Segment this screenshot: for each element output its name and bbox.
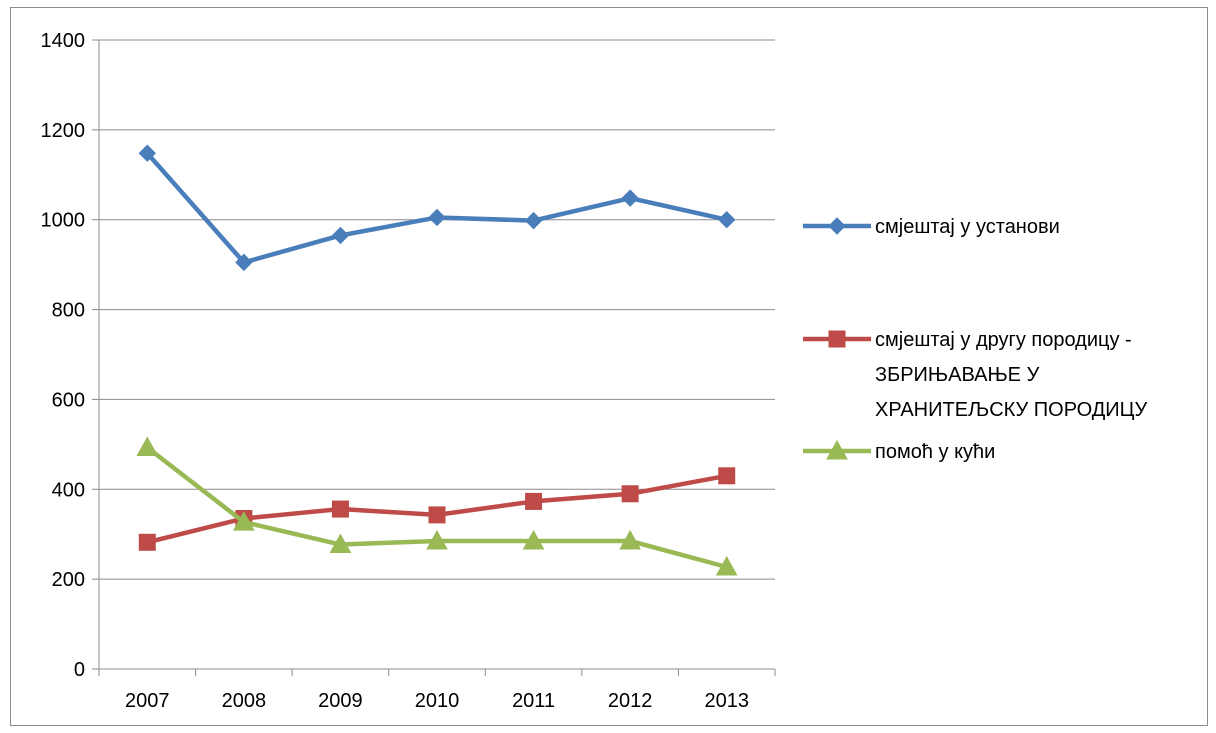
x-tick-label: 2012: [608, 690, 653, 712]
data-point: [718, 467, 736, 485]
data-point: [428, 506, 446, 524]
series-1: [138, 144, 736, 272]
legend: смјештај у установи смјештај у другу поро…: [803, 216, 1147, 463]
data-point: [331, 500, 349, 518]
legend-label: смјештај у другу породицу -: [875, 329, 1132, 351]
data-point: [138, 533, 156, 551]
x-tick-label: 2009: [318, 690, 363, 712]
x-tick-label: 2010: [415, 690, 460, 712]
legend-label: помоћ у кући: [875, 441, 995, 463]
data-point: [331, 226, 350, 245]
y-tick-label: 1400: [41, 30, 86, 52]
data-point: [428, 208, 446, 227]
data-point: [138, 144, 156, 162]
legend-marker: [826, 439, 848, 460]
x-tick-label: 2007: [125, 690, 170, 712]
data-point: [525, 492, 543, 510]
y-tick-label: 1000: [41, 210, 86, 232]
data-point: [233, 511, 255, 531]
legend-label: смјештај у установи: [875, 216, 1060, 238]
data-point: [619, 529, 641, 550]
data-point: [621, 485, 639, 503]
data-point: [524, 211, 543, 230]
axes: 0 200 400 600 800 1000 1200 1400 2007 2008 2009 201…: [41, 30, 776, 712]
legend-marker: [828, 330, 846, 348]
chart-frame: 0 200 400 600 800 1000 1200 1400 2007 2008 2009 201…: [10, 7, 1208, 726]
gridlines: [99, 39, 775, 580]
y-tick-label: 400: [52, 479, 85, 501]
y-tick-label: 800: [52, 300, 85, 322]
legend-marker: [828, 217, 846, 235]
y-tick-label: 600: [52, 389, 85, 411]
data-point: [522, 529, 545, 550]
series-line: [145, 150, 729, 265]
data-point: [136, 436, 159, 457]
legend-label: ЗБРИЊАВАЊЕ У: [875, 364, 1040, 386]
line-chart: 0 200 400 600 800 1000 1200 1400 2007 2008 2009 201…: [41, 30, 1148, 712]
legend-entry-1: смјештај у установи: [803, 216, 1060, 238]
y-tick-label: 200: [52, 569, 85, 591]
data-point: [715, 555, 738, 576]
series-layer: [136, 144, 738, 576]
data-point: [235, 253, 253, 272]
x-tick-label: 2011: [512, 690, 555, 712]
data-point: [718, 211, 736, 229]
y-tick-label: 1200: [41, 120, 86, 142]
legend-entry-2: смјештај у другу породицу - ЗБРИЊАВАЊЕ У Х…: [803, 329, 1147, 421]
legend-entry-3: помоћ у кући: [803, 439, 995, 463]
x-tick-label: 2008: [222, 690, 267, 712]
data-point: [329, 533, 352, 554]
data-point: [621, 189, 639, 207]
legend-label: ХРАНИТЕЉСКУ ПОРОДИЦУ: [875, 399, 1147, 421]
series-3: [136, 436, 738, 576]
x-tick-label: 2013: [704, 690, 749, 712]
data-point: [426, 529, 448, 550]
y-tick-label: 0: [74, 659, 85, 681]
